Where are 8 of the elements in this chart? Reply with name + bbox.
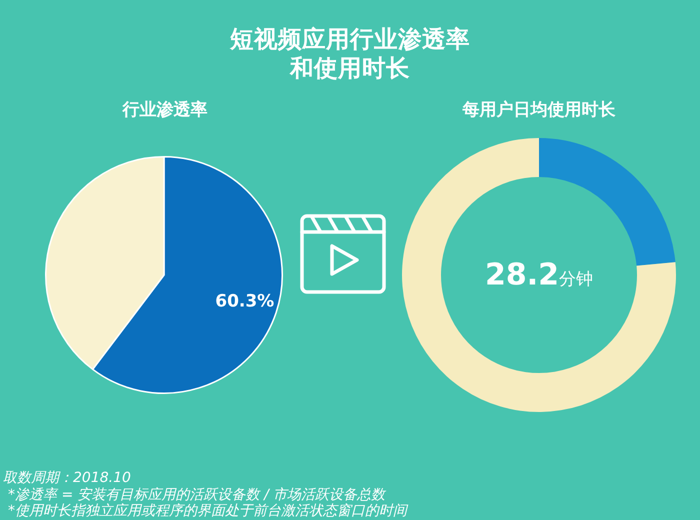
text: 28.2分钟: [484, 258, 594, 292]
text: 短视频应用行业渗透率和使用时长: [228, 25, 471, 83]
chart-title: 每用户日均使用时长: [462, 99, 616, 122]
text: 取数周期：2018.10: [3, 470, 132, 486]
chart-title: 行业渗透率: [121, 99, 208, 122]
text: *渗透率 = 安装有目标应用的活跃设备数 / 市场活跃设备总数: [7, 486, 387, 503]
text: *使用时长指独立应用或程序的界面处于前台激活状态窗口的时间: [7, 503, 407, 520]
data-label: 60.3%: [215, 291, 274, 312]
